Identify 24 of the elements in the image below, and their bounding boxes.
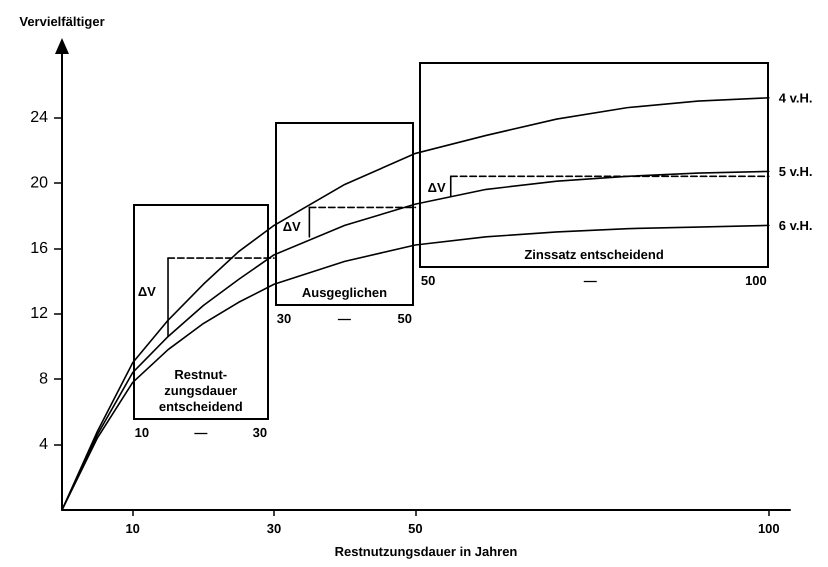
- x-tick-label: 30: [266, 521, 282, 536]
- text: 10 — 30: [134, 425, 268, 440]
- y-tick-label: 4: [39, 436, 48, 454]
- annotation: ΔV: [428, 180, 446, 196]
- y-axis-title: Vervielfältiger: [19, 14, 105, 29]
- series-label: 5 v.H.: [778, 164, 813, 179]
- x-tick-label: 10: [125, 521, 140, 536]
- y-tick-label: 24: [30, 108, 48, 126]
- x-tick-label: 50: [408, 521, 423, 536]
- annotation: ΔV: [138, 284, 156, 300]
- text: 50 — 100: [420, 272, 767, 288]
- annotation: Restnut- zungsdauer entscheidend: [158, 367, 243, 416]
- x-axis-title: Restnutzungsdauer in Jahren: [334, 544, 518, 559]
- series-label: 6 v.H.: [778, 218, 813, 233]
- annotation: Ausgeglichen: [302, 284, 388, 301]
- text: 30 — 50: [276, 310, 412, 326]
- y-tick-label: 8: [39, 370, 48, 388]
- annotation: Zinssatz entscheidend: [524, 246, 664, 263]
- annotation: ΔV: [282, 219, 301, 236]
- series-label: 4 v.H.: [778, 90, 813, 106]
- y-tick-label: 16: [30, 240, 48, 257]
- x-tick-label: 100: [758, 521, 780, 536]
- y-tick-label: 12: [30, 305, 48, 322]
- y-tick-label: 20: [30, 174, 48, 192]
